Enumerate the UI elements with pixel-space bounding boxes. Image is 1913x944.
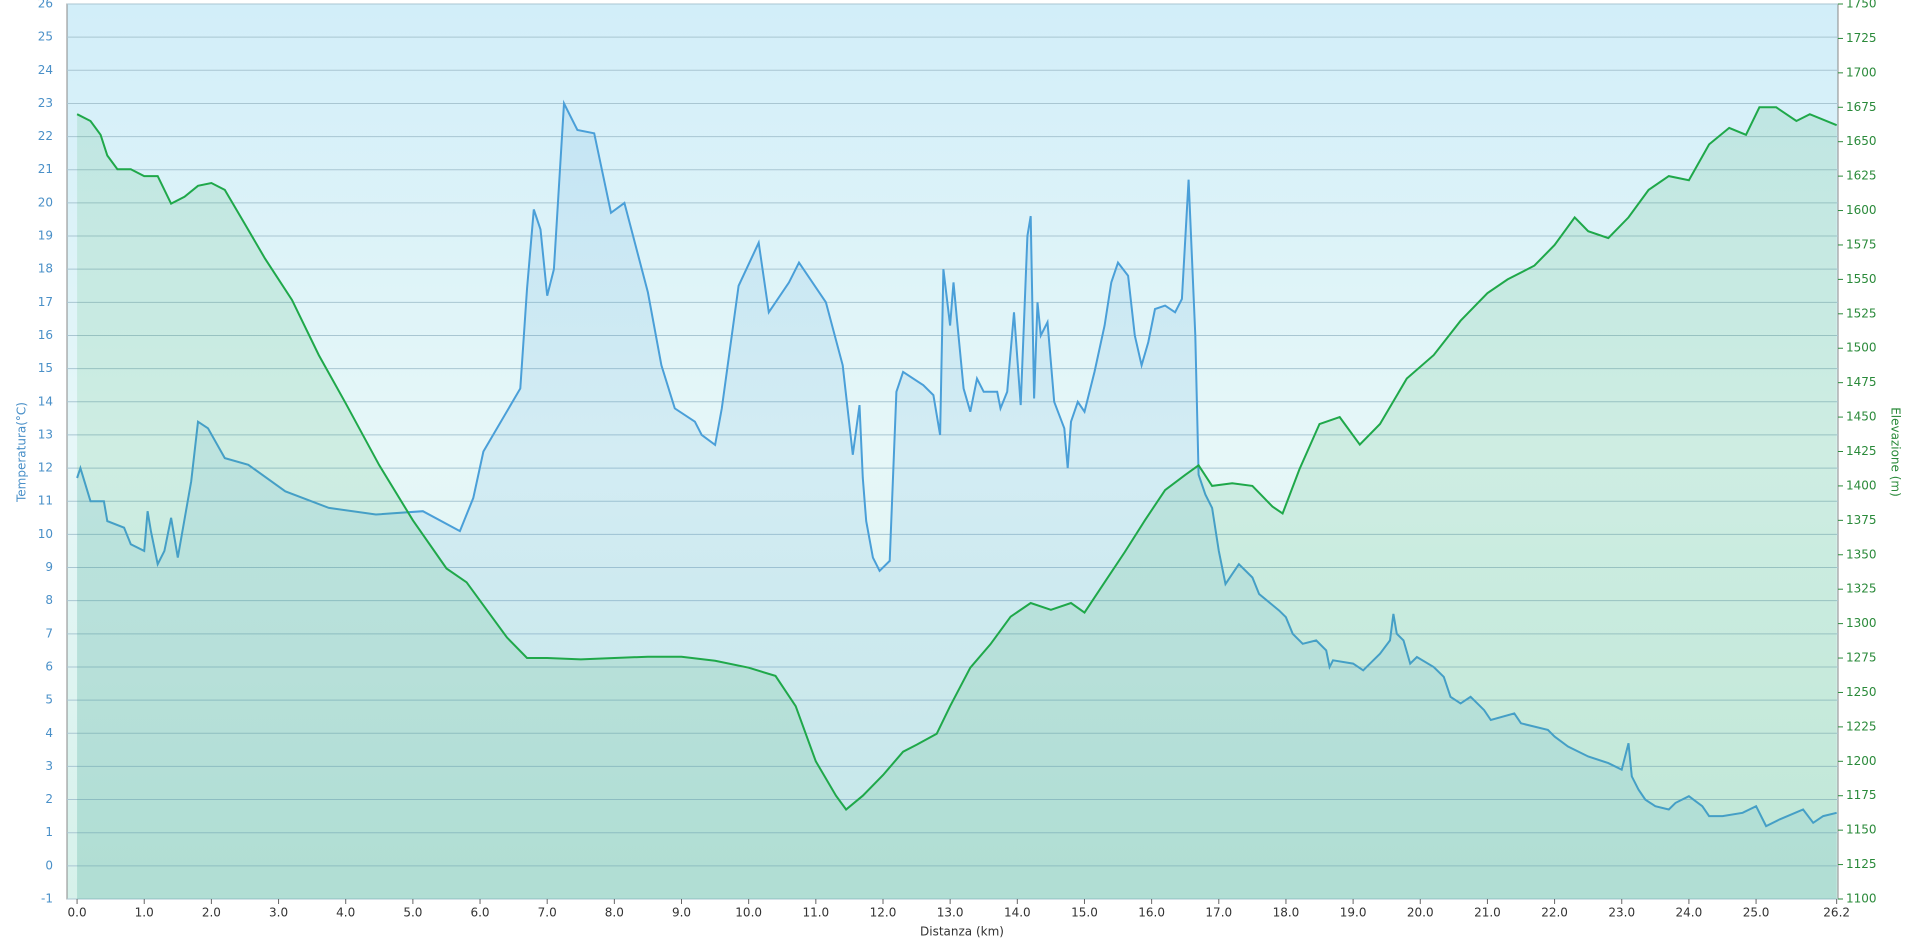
y2-tick-label: 1100 <box>1846 892 1877 906</box>
x-tick-label: 19.0 <box>1340 906 1367 920</box>
x-tick-label: 18.0 <box>1273 906 1300 920</box>
x-tick-label: 16.0 <box>1138 906 1165 920</box>
y2-tick-label: 1250 <box>1846 685 1877 699</box>
x-tick-label: 6.0 <box>470 906 489 920</box>
y-tick-label: 13 <box>38 427 53 441</box>
x-tick-label: 5.0 <box>403 906 422 920</box>
y-tick-label: 12 <box>38 461 53 475</box>
y-tick-label: 23 <box>38 96 53 110</box>
y-tick-label: 17 <box>38 295 53 309</box>
x-tick-label: 22.0 <box>1541 906 1568 920</box>
y2-tick-label: 1350 <box>1846 547 1877 561</box>
y-tick-label: 0 <box>45 858 53 872</box>
x-tick-label: 0.0 <box>68 906 87 920</box>
y-tick-label: 6 <box>45 659 53 673</box>
y2-tick-label: 1425 <box>1846 444 1877 458</box>
y-tick-label: 21 <box>38 162 53 176</box>
x-tick-label: 2.0 <box>202 906 221 920</box>
y-tick-label: 7 <box>45 626 53 640</box>
y2-tick-label: 1175 <box>1846 788 1877 802</box>
y-tick-label: 11 <box>38 494 53 508</box>
y-tick-label: 25 <box>38 30 53 44</box>
y2-axis-label: Elevazione (m) <box>1889 407 1903 497</box>
x-tick-label: 23.0 <box>1608 906 1635 920</box>
area-fill <box>77 103 1837 899</box>
y-tick-label: 1 <box>45 825 53 839</box>
y2-tick-label: 1625 <box>1846 169 1877 183</box>
y-tick-label: 10 <box>38 527 53 541</box>
y2-tick-label: 1450 <box>1846 410 1877 424</box>
y-tick-label: 3 <box>45 759 53 773</box>
y2-tick-label: 1575 <box>1846 237 1877 251</box>
x-tick-label: 10.0 <box>735 906 762 920</box>
y-tick-label: -1 <box>41 892 53 906</box>
y2-tick-label: 1225 <box>1846 719 1877 733</box>
y2-tick-label: 1500 <box>1846 341 1877 355</box>
plot-area <box>66 3 1839 900</box>
x-tick-label: 24.0 <box>1676 906 1703 920</box>
y2-tick-label: 1700 <box>1846 65 1877 79</box>
x-tick-label: 17.0 <box>1205 906 1232 920</box>
y2-tick-label: 1275 <box>1846 651 1877 665</box>
y-tick-label: 2 <box>45 792 53 806</box>
y-tick-label: 9 <box>45 560 53 574</box>
y2-tick-label: 1725 <box>1846 31 1877 45</box>
y-tick-label: 15 <box>38 361 53 375</box>
x-tick-label: 8.0 <box>605 906 624 920</box>
line <box>76 106 1838 811</box>
y2-tick-label: 1150 <box>1846 823 1877 837</box>
y-tick-label: 4 <box>45 726 53 740</box>
x-axis-label: Distanza (km) <box>920 925 1004 939</box>
y-tick-label: 20 <box>38 195 53 209</box>
x-tick-label: 21.0 <box>1474 906 1501 920</box>
y-tick-label: 8 <box>45 593 53 607</box>
x-tick-label: 13.0 <box>937 906 964 920</box>
y2-tick-label: 1325 <box>1846 582 1877 596</box>
x-tick-label: 15.0 <box>1071 906 1098 920</box>
y-tick-label: 5 <box>45 693 53 707</box>
y2-tick-label: 1750 <box>1846 0 1877 11</box>
x-tick-label: 9.0 <box>672 906 691 920</box>
y-tick-label: 18 <box>38 262 53 276</box>
y2-tick-label: 1300 <box>1846 616 1877 630</box>
x-tick-label: 7.0 <box>538 906 557 920</box>
y-tick-label: 19 <box>38 229 53 243</box>
x-tick-label: 11.0 <box>802 906 829 920</box>
x-tick-label: 3.0 <box>269 906 288 920</box>
y-axis-label: Temperatura(°C) <box>15 402 29 503</box>
y2-tick-label: 1600 <box>1846 203 1877 217</box>
y2-tick-label: 1475 <box>1846 375 1877 389</box>
y2-tick-label: 1675 <box>1846 100 1877 114</box>
x-tick-label: 14.0 <box>1004 906 1031 920</box>
x-tick-label: 25.0 <box>1743 906 1770 920</box>
x-tick-label: 4.0 <box>336 906 355 920</box>
y2-tick-label: 1200 <box>1846 754 1877 768</box>
y-tick-label: 22 <box>38 129 53 143</box>
area-fill <box>77 107 1837 900</box>
y-tick-label: 24 <box>38 63 53 77</box>
x-tick-label: 1.0 <box>135 906 154 920</box>
x-tick-label: 12.0 <box>870 906 897 920</box>
x-tick-label: 20.0 <box>1407 906 1434 920</box>
x-tick-label: 26.2 <box>1823 906 1850 920</box>
y2-tick-label: 1550 <box>1846 272 1877 286</box>
y2-tick-label: 1125 <box>1846 857 1877 871</box>
y2-tick-label: 1400 <box>1846 478 1877 492</box>
y2-tick-label: 1525 <box>1846 306 1877 320</box>
y2-tick-label: 1375 <box>1846 513 1877 527</box>
y2-tick-label: 1650 <box>1846 134 1877 148</box>
y-tick-label: 14 <box>38 394 53 408</box>
y-tick-label: 16 <box>38 328 53 342</box>
line <box>76 99 1837 828</box>
y-tick-label: 26 <box>38 0 53 11</box>
